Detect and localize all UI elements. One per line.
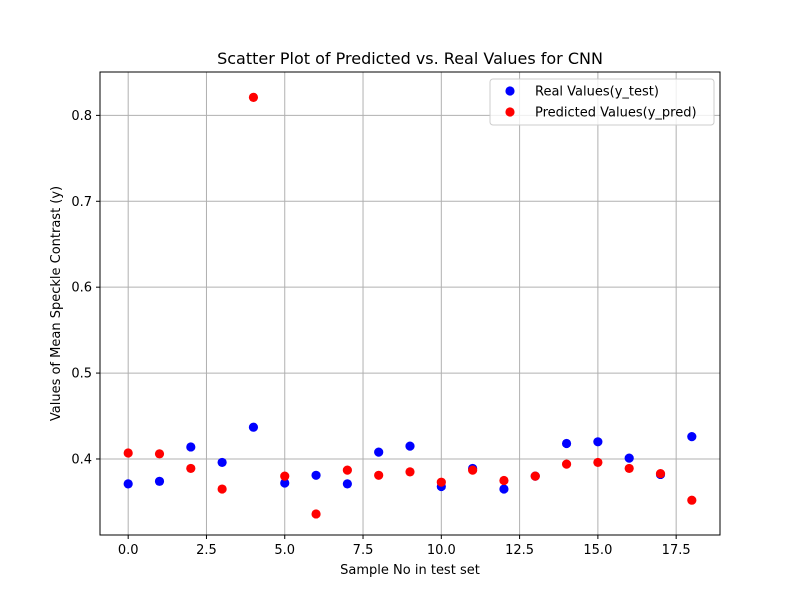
- legend-label: Real Values(y_test): [535, 85, 659, 100]
- real-value-point: [687, 432, 697, 442]
- predicted-value-point: [530, 471, 540, 481]
- predicted-value-point: [499, 475, 509, 486]
- y-tick-label: 0.6: [71, 281, 92, 296]
- real-value-point: [342, 479, 352, 489]
- predicted-value-point: [123, 448, 133, 458]
- legend-label: Predicted Values(y_pred): [535, 106, 697, 121]
- predicted-value-point: [248, 92, 259, 102]
- x-axis-label: Sample No in test set: [340, 563, 480, 578]
- x-tick-label: 7.5: [353, 543, 374, 558]
- y-tick-label: 0.4: [71, 452, 92, 467]
- real-value-point: [374, 447, 384, 457]
- real-value-point: [311, 470, 321, 480]
- predicted-value-point: [374, 470, 384, 480]
- predicted-value-point: [186, 463, 196, 474]
- y-axis-label: Values of Mean Speckle Contrast (y): [49, 186, 64, 421]
- predicted-value-point: [280, 471, 290, 481]
- real-value-point: [248, 422, 259, 432]
- predicted-value-point: [561, 459, 572, 469]
- y-tick-label: 0.8: [71, 109, 92, 124]
- real-value-point: [405, 441, 415, 451]
- real-value-point: [593, 437, 603, 447]
- legend: Real Values(y_test) Predicted Values(y_pr…: [489, 78, 715, 126]
- predicted-value-point: [217, 484, 227, 494]
- real-value-point: [499, 484, 509, 494]
- real-value-point: [624, 453, 634, 463]
- real-value-point: [280, 478, 290, 488]
- y-tick-label: 0.7: [71, 195, 92, 210]
- real-value-point: [154, 476, 165, 486]
- chart-title: Scatter Plot of Predicted vs. Real Value…: [217, 49, 603, 68]
- legend-marker: [505, 107, 515, 117]
- x-tick-label: 0.0: [118, 543, 139, 558]
- axes-frame: [99, 71, 721, 536]
- real-value-point: [561, 438, 572, 449]
- predicted-value-point: [436, 477, 446, 487]
- predicted-value-point: [687, 495, 697, 505]
- axis-ticks: 0.0 2.5 5.0 7.5 10.0 12.5 15.0 17.5 0.4 0.5 0.6 0.7…: [71, 109, 690, 558]
- real-value-point: [217, 457, 227, 468]
- real-value-point: [123, 479, 133, 489]
- x-tick-label: 10.0: [427, 543, 456, 558]
- legend-frame: [489, 78, 715, 126]
- predicted-value-point: [342, 465, 352, 475]
- predicted-value-point: [655, 468, 666, 479]
- predicted-value-point: [405, 467, 415, 477]
- data-points: [123, 92, 697, 519]
- x-tick-label: 12.5: [505, 543, 534, 558]
- legend-marker: [505, 86, 515, 96]
- real-value-point: [186, 442, 196, 452]
- predicted-value-point: [624, 463, 634, 474]
- x-tick-label: 15.0: [583, 543, 612, 558]
- predicted-value-point: [593, 457, 603, 468]
- x-tick-label: 5.0: [274, 543, 295, 558]
- predicted-value-point: [311, 509, 321, 519]
- y-tick-label: 0.5: [71, 367, 92, 382]
- x-tick-label: 17.5: [662, 543, 691, 558]
- predicted-value-point: [468, 465, 478, 475]
- x-tick-label: 2.5: [196, 543, 217, 558]
- predicted-value-point: [154, 449, 165, 459]
